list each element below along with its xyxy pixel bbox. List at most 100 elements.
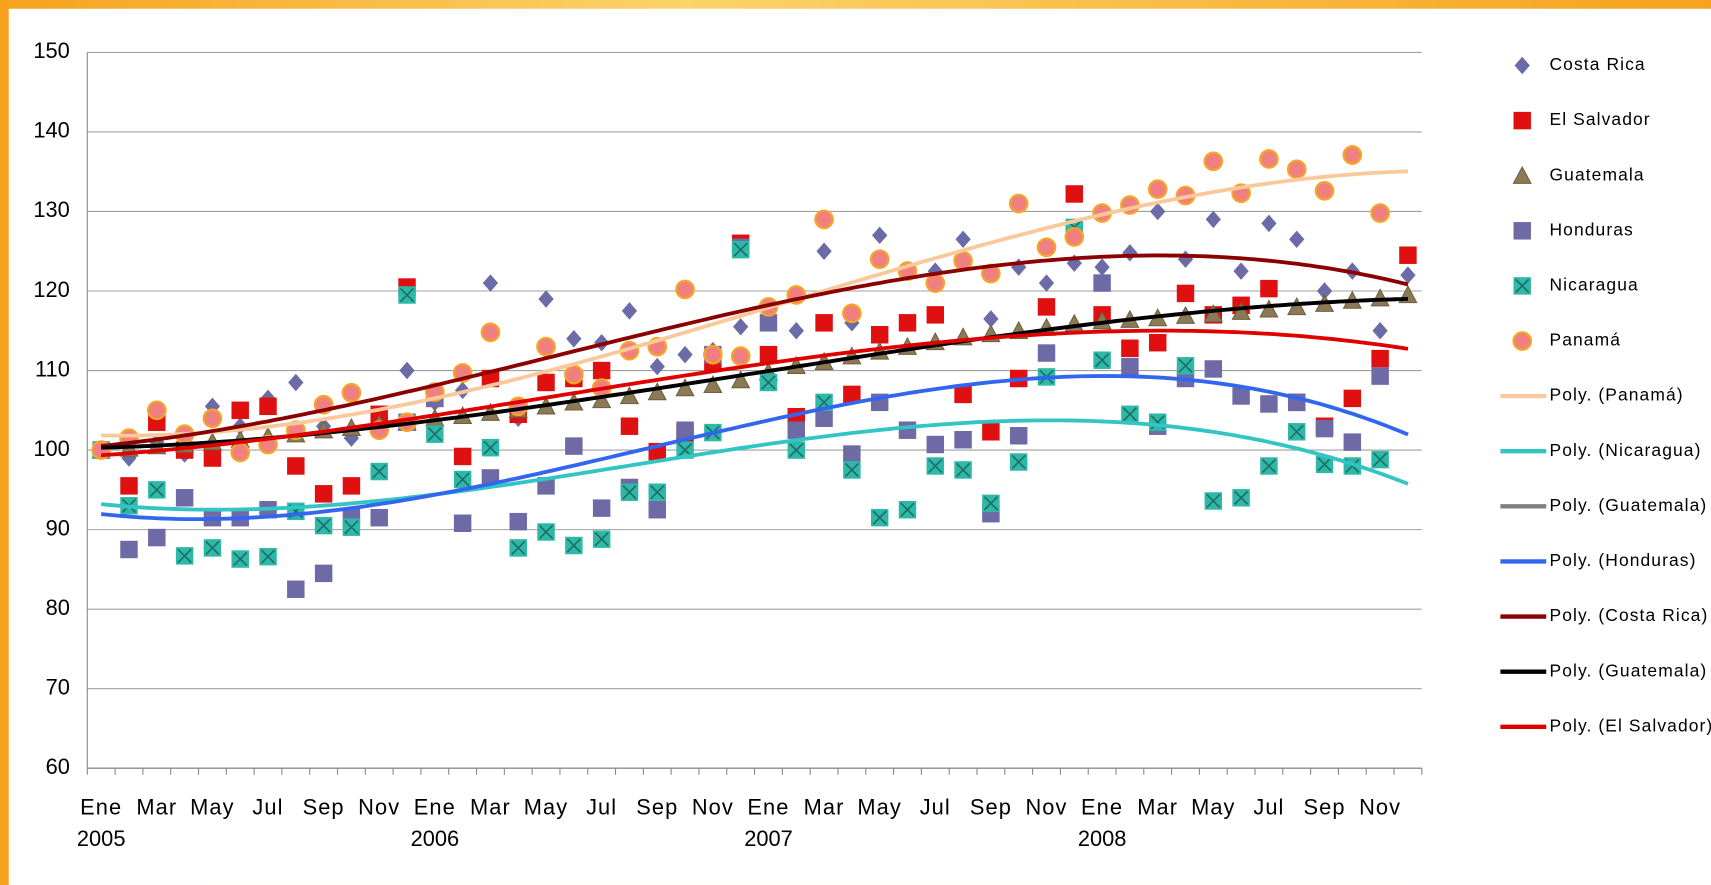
marker [1205, 210, 1221, 229]
marker [287, 580, 305, 598]
marker [287, 457, 305, 475]
x-tick-label: Mar [1137, 794, 1178, 819]
marker-cross [455, 472, 470, 487]
marker [1315, 419, 1334, 438]
y-tick-label: 80 [46, 595, 70, 620]
marker [1371, 450, 1389, 469]
marker [314, 564, 333, 583]
legend-label: Honduras [1550, 219, 1634, 239]
marker [869, 249, 890, 270]
marker [1036, 237, 1057, 258]
marker [1232, 387, 1250, 405]
x-tick-label: May [190, 794, 234, 819]
marker [647, 382, 667, 401]
x-tick-label: Jul [1253, 794, 1284, 819]
marker [1064, 227, 1085, 247]
x-group-label: 2007 [744, 826, 793, 851]
marker-cross [1122, 407, 1138, 422]
marker [175, 547, 194, 565]
legend-label: Nicaragua [1550, 275, 1639, 295]
x-tick-label: Ene [80, 794, 122, 819]
marker [1372, 322, 1388, 340]
marker [649, 357, 665, 376]
marker [120, 540, 138, 559]
marker [1148, 333, 1167, 352]
marker [954, 461, 972, 479]
marker-cross [1011, 454, 1026, 470]
marker [203, 539, 222, 557]
marker [926, 306, 945, 324]
marker-cross [177, 548, 192, 563]
marker [1121, 405, 1139, 424]
marker-cross [955, 462, 971, 478]
marker-cross [1261, 458, 1277, 474]
y-tick-label: 130 [33, 197, 69, 222]
x-tick-label: Nov [1025, 794, 1067, 819]
marker-cross [1373, 452, 1388, 467]
marker [1093, 274, 1111, 292]
x-tick-label: Jul [586, 794, 617, 819]
y-tick-label: 150 [33, 38, 69, 63]
marker [1512, 331, 1533, 351]
marker [480, 322, 501, 343]
marker [953, 250, 973, 271]
marker [592, 530, 611, 548]
marker [843, 461, 861, 479]
marker [314, 516, 333, 535]
marker [648, 483, 666, 501]
marker [1009, 453, 1028, 471]
marker-cross [928, 458, 943, 474]
marker [1513, 277, 1531, 295]
marker-cross [650, 485, 665, 500]
marker [954, 385, 972, 404]
marker-cross [483, 440, 498, 455]
marker [1370, 203, 1390, 223]
marker [1008, 193, 1029, 214]
marker [926, 435, 945, 454]
legend-label: Poly. (Panamá) [1550, 385, 1684, 405]
marker-cross [205, 540, 220, 556]
marker [816, 242, 832, 260]
marker-cross [344, 520, 359, 535]
y-tick-label: 120 [33, 277, 69, 302]
legend-label: Panamá [1550, 330, 1622, 350]
marker [314, 485, 333, 503]
legend-label: El Salvador [1550, 109, 1651, 129]
marker [342, 477, 361, 495]
marker [175, 489, 194, 507]
marker [341, 382, 362, 403]
marker-cross [761, 375, 776, 390]
marker [1514, 56, 1530, 75]
marker [898, 501, 917, 519]
marker-cross [427, 427, 442, 442]
marker [1343, 389, 1362, 408]
marker [1094, 258, 1110, 276]
marker [426, 425, 444, 443]
marker [787, 441, 805, 459]
marker [1121, 339, 1139, 358]
marker-cross [1178, 358, 1193, 373]
marker [259, 547, 277, 566]
marker-cross [1094, 353, 1110, 368]
y-tick-label: 140 [33, 118, 69, 143]
x-tick-label: Ene [1081, 794, 1123, 819]
marker [148, 481, 166, 499]
marker [230, 442, 251, 463]
marker-cross [372, 464, 387, 479]
marker [620, 417, 639, 435]
marker [592, 499, 611, 517]
marker [120, 477, 138, 495]
marker [509, 512, 527, 531]
marker [1037, 344, 1056, 362]
marker [870, 326, 889, 344]
marker [620, 483, 639, 501]
marker [592, 361, 611, 380]
marker [231, 550, 249, 568]
marker [1342, 145, 1363, 165]
marker [1286, 159, 1307, 180]
marker-cross [1317, 457, 1332, 472]
marker [148, 528, 166, 547]
marker [231, 401, 249, 420]
